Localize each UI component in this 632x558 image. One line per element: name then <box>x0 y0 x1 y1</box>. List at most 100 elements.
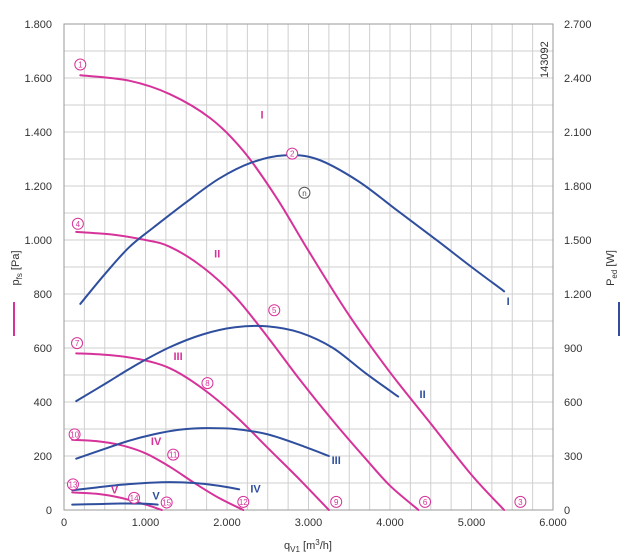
marker-circle <box>298 186 311 199</box>
marker-circle <box>160 496 173 509</box>
marker-circle <box>68 428 81 441</box>
marker-number: 11 <box>169 451 178 460</box>
marker-circle <box>71 337 84 350</box>
marker-circle <box>71 217 84 230</box>
marker-circle <box>419 495 432 508</box>
marker-9: 9 <box>330 495 343 508</box>
y-left-tick-label: 1.600 <box>24 73 52 85</box>
y-left-tick-label: 200 <box>34 451 52 463</box>
y-left-tick-label: 1.400 <box>24 127 52 139</box>
marker-number: 8 <box>205 379 210 388</box>
marker-15: 15 <box>160 496 173 509</box>
marker-10: 10 <box>68 428 81 441</box>
y-left-tick-label: 1.200 <box>24 181 52 193</box>
x-axis-title: qV1 [m3/h] <box>284 538 332 554</box>
marker-circle <box>330 495 343 508</box>
pressure-curve-v <box>71 491 163 511</box>
power-curve-i <box>79 154 506 305</box>
chart-id-label: 143092 <box>539 41 551 78</box>
marker-number: 15 <box>162 498 171 507</box>
marker-number: n <box>302 189 306 198</box>
x-tick-label: 2.000 <box>213 517 241 529</box>
pressure-curve-label: V <box>111 484 119 496</box>
pressure-curve-label: I <box>261 110 264 122</box>
pressure-curve-label: III <box>174 351 183 363</box>
grid <box>63 23 554 511</box>
marker-number: 14 <box>130 494 139 503</box>
power-curve-label: V <box>152 491 160 503</box>
marker-number: 13 <box>69 480 78 489</box>
marker-number: 5 <box>272 306 277 315</box>
x-tick-label: 1.000 <box>132 517 160 529</box>
marker-14: 14 <box>128 491 141 504</box>
x-tick-label: 5.000 <box>458 517 486 529</box>
marker-8: 8 <box>201 377 214 390</box>
power-curve-ii <box>75 324 400 403</box>
y-right-tick-label: 2.700 <box>564 19 592 31</box>
y-right-tick-label: 300 <box>564 451 582 463</box>
marker-number: 3 <box>518 498 523 507</box>
marker-circle <box>268 304 281 317</box>
pressure-curve-ii <box>75 230 420 511</box>
y-right-tick-label: 900 <box>564 343 582 355</box>
power-curve-label: III <box>332 455 341 467</box>
power-curve-iv <box>71 481 241 492</box>
y-right-tick-label: 600 <box>564 397 582 409</box>
power-curve-label: IV <box>250 483 261 495</box>
x-tick-label: 4.000 <box>376 517 404 529</box>
x-tick-label: 3.000 <box>295 517 323 529</box>
marker-7: 7 <box>71 337 84 350</box>
y-right-tick-label: 1.800 <box>564 181 592 193</box>
marker-number: 4 <box>76 220 81 229</box>
marker-circle <box>201 377 214 390</box>
marker-circle <box>66 478 79 491</box>
power-curve-v <box>71 502 159 506</box>
left-y-axis-title-group: pfs [Pa] <box>10 251 24 336</box>
marker-circle <box>237 495 250 508</box>
y-right-tick-label: 2.400 <box>564 73 592 85</box>
marker-number: 7 <box>75 339 80 348</box>
marker-number: 2 <box>290 150 295 159</box>
y-left-tick-label: 600 <box>34 343 52 355</box>
marker-number: 9 <box>334 498 339 507</box>
marker-12: 12 <box>237 495 250 508</box>
y-right-tick-label: 0 <box>564 505 570 517</box>
y-left-tick-label: 800 <box>34 289 52 301</box>
y-right-tick-label: 2.100 <box>564 127 592 139</box>
pressure-curve-i <box>79 74 506 511</box>
x-tick-label: 6.000 <box>539 517 567 529</box>
y-right-tick-label: 1.500 <box>564 235 592 247</box>
x-tick-label: 0 <box>61 517 67 529</box>
y-left-tick-label: 0 <box>46 505 52 517</box>
right-y-axis-title: Ped [W] <box>605 250 619 286</box>
y-left-tick-label: 400 <box>34 397 52 409</box>
marker-circle <box>167 448 180 461</box>
left-y-axis-title: pfs [Pa] <box>10 251 24 286</box>
marker-2: 2 <box>286 147 299 160</box>
right-y-axis-title-group: Ped [W] <box>605 250 620 336</box>
marker-number: 6 <box>423 498 428 507</box>
marker-circle <box>74 58 87 71</box>
pressure-curve-label: II <box>214 249 220 261</box>
marker-5: 5 <box>268 304 281 317</box>
marker-number: 12 <box>239 498 248 507</box>
axis-ticks: 0 1.000 2.000 3.000 4.000 5.000 6.000020040060… <box>24 19 591 529</box>
marker-circle <box>128 491 141 504</box>
marker-4: 4 <box>71 217 84 230</box>
pressure-curve-iv <box>71 438 245 511</box>
pressure-curve-label: IV <box>151 436 162 448</box>
marker-11: 11 <box>167 448 180 461</box>
marker-6: 6 <box>419 495 432 508</box>
y-left-tick-label: 1.000 <box>24 235 52 247</box>
marker-3: 3 <box>514 495 527 508</box>
pressure-curve-iii <box>75 352 330 511</box>
marker-number: 1 <box>78 61 83 70</box>
plot-frame <box>63 23 554 511</box>
marker-number: 10 <box>70 430 79 439</box>
marker-circle <box>286 147 299 160</box>
power-curve-label: II <box>420 389 426 401</box>
power-curve-label: I <box>507 296 510 308</box>
